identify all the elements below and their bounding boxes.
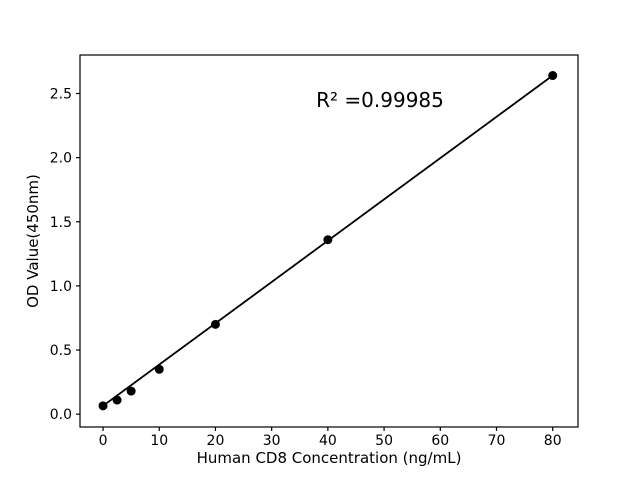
data-point	[323, 235, 333, 245]
y-tick-label: 0.5	[50, 343, 72, 359]
x-tick-label: 30	[263, 433, 281, 449]
x-tick-label: 80	[544, 433, 562, 449]
data-point	[210, 319, 220, 329]
data-point	[126, 386, 136, 396]
y-axis-label: OD Value(450nm)	[24, 174, 42, 308]
x-tick-label: 70	[488, 433, 506, 449]
plot-frame	[79, 54, 579, 428]
y-tick-label: 1.5	[50, 215, 72, 231]
x-tick-label: 60	[431, 433, 449, 449]
data-point	[112, 395, 122, 405]
y-tick-label: 2.0	[50, 151, 72, 167]
y-tick-label: 0.0	[50, 407, 72, 423]
data-point	[154, 364, 164, 374]
x-tick-label: 0	[99, 433, 108, 449]
y-tick-label: 2.5	[50, 86, 72, 102]
x-tick-label: 10	[150, 433, 168, 449]
data-point	[98, 401, 108, 411]
x-tick-label: 50	[375, 433, 393, 449]
y-tick-label: 1.0	[50, 279, 72, 295]
x-tick-label: 40	[319, 433, 337, 449]
r-squared-annotation: R² =0.99985	[316, 88, 444, 112]
x-tick-label: 20	[207, 433, 225, 449]
data-point	[548, 71, 558, 81]
x-axis-label: Human CD8 Concentration (ng/mL)	[196, 449, 462, 467]
